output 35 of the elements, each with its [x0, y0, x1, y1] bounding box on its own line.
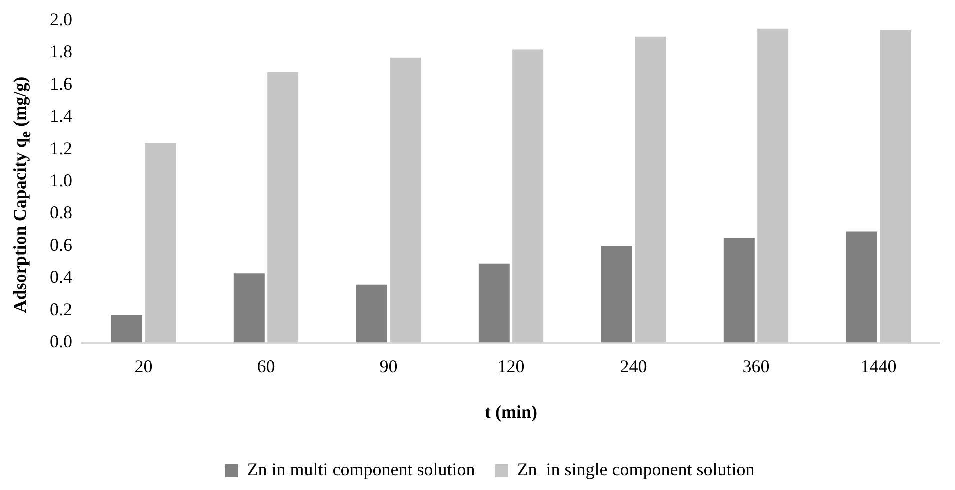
x-tick-label: 120 — [498, 356, 525, 376]
y-tick-label: 0.6 — [50, 234, 72, 255]
bar — [601, 246, 632, 343]
y-tick-label: 0.2 — [50, 299, 72, 320]
y-tick-label: 1.4 — [50, 106, 72, 126]
bar — [268, 72, 299, 343]
y-tick-label: 2.0 — [50, 10, 72, 30]
bar — [356, 284, 388, 343]
y-tick-label: 1.2 — [50, 138, 72, 158]
bar — [846, 232, 878, 343]
y-tick-label: 1.6 — [50, 74, 72, 94]
x-tick-label: 60 — [257, 356, 276, 376]
x-tick-label: 20 — [134, 356, 153, 376]
bar — [635, 36, 666, 343]
x-tick-label: 90 — [380, 356, 398, 376]
bar — [512, 50, 544, 343]
y-tick-label: 1.8 — [50, 42, 72, 62]
bar — [390, 58, 422, 343]
y-tick-label: 0.0 — [50, 332, 72, 352]
bar — [724, 238, 755, 343]
y-tick-label: 1.0 — [50, 170, 72, 191]
x-tick-label: 240 — [620, 356, 648, 376]
x-axis-title: t (min) — [485, 402, 538, 422]
bar — [880, 30, 912, 343]
legend-label: Zn in single component solution — [517, 460, 755, 480]
x-tick-label: 360 — [742, 356, 770, 376]
bar — [478, 264, 510, 343]
bar — [111, 315, 142, 343]
bar — [145, 143, 176, 343]
bar — [758, 28, 789, 343]
x-tick-label: 1440 — [860, 356, 897, 376]
y-tick-label: 0.8 — [50, 202, 72, 223]
bar — [234, 274, 265, 343]
legend-label: Zn in multi component solution — [247, 460, 476, 480]
y-tick-label: 0.4 — [50, 267, 72, 288]
